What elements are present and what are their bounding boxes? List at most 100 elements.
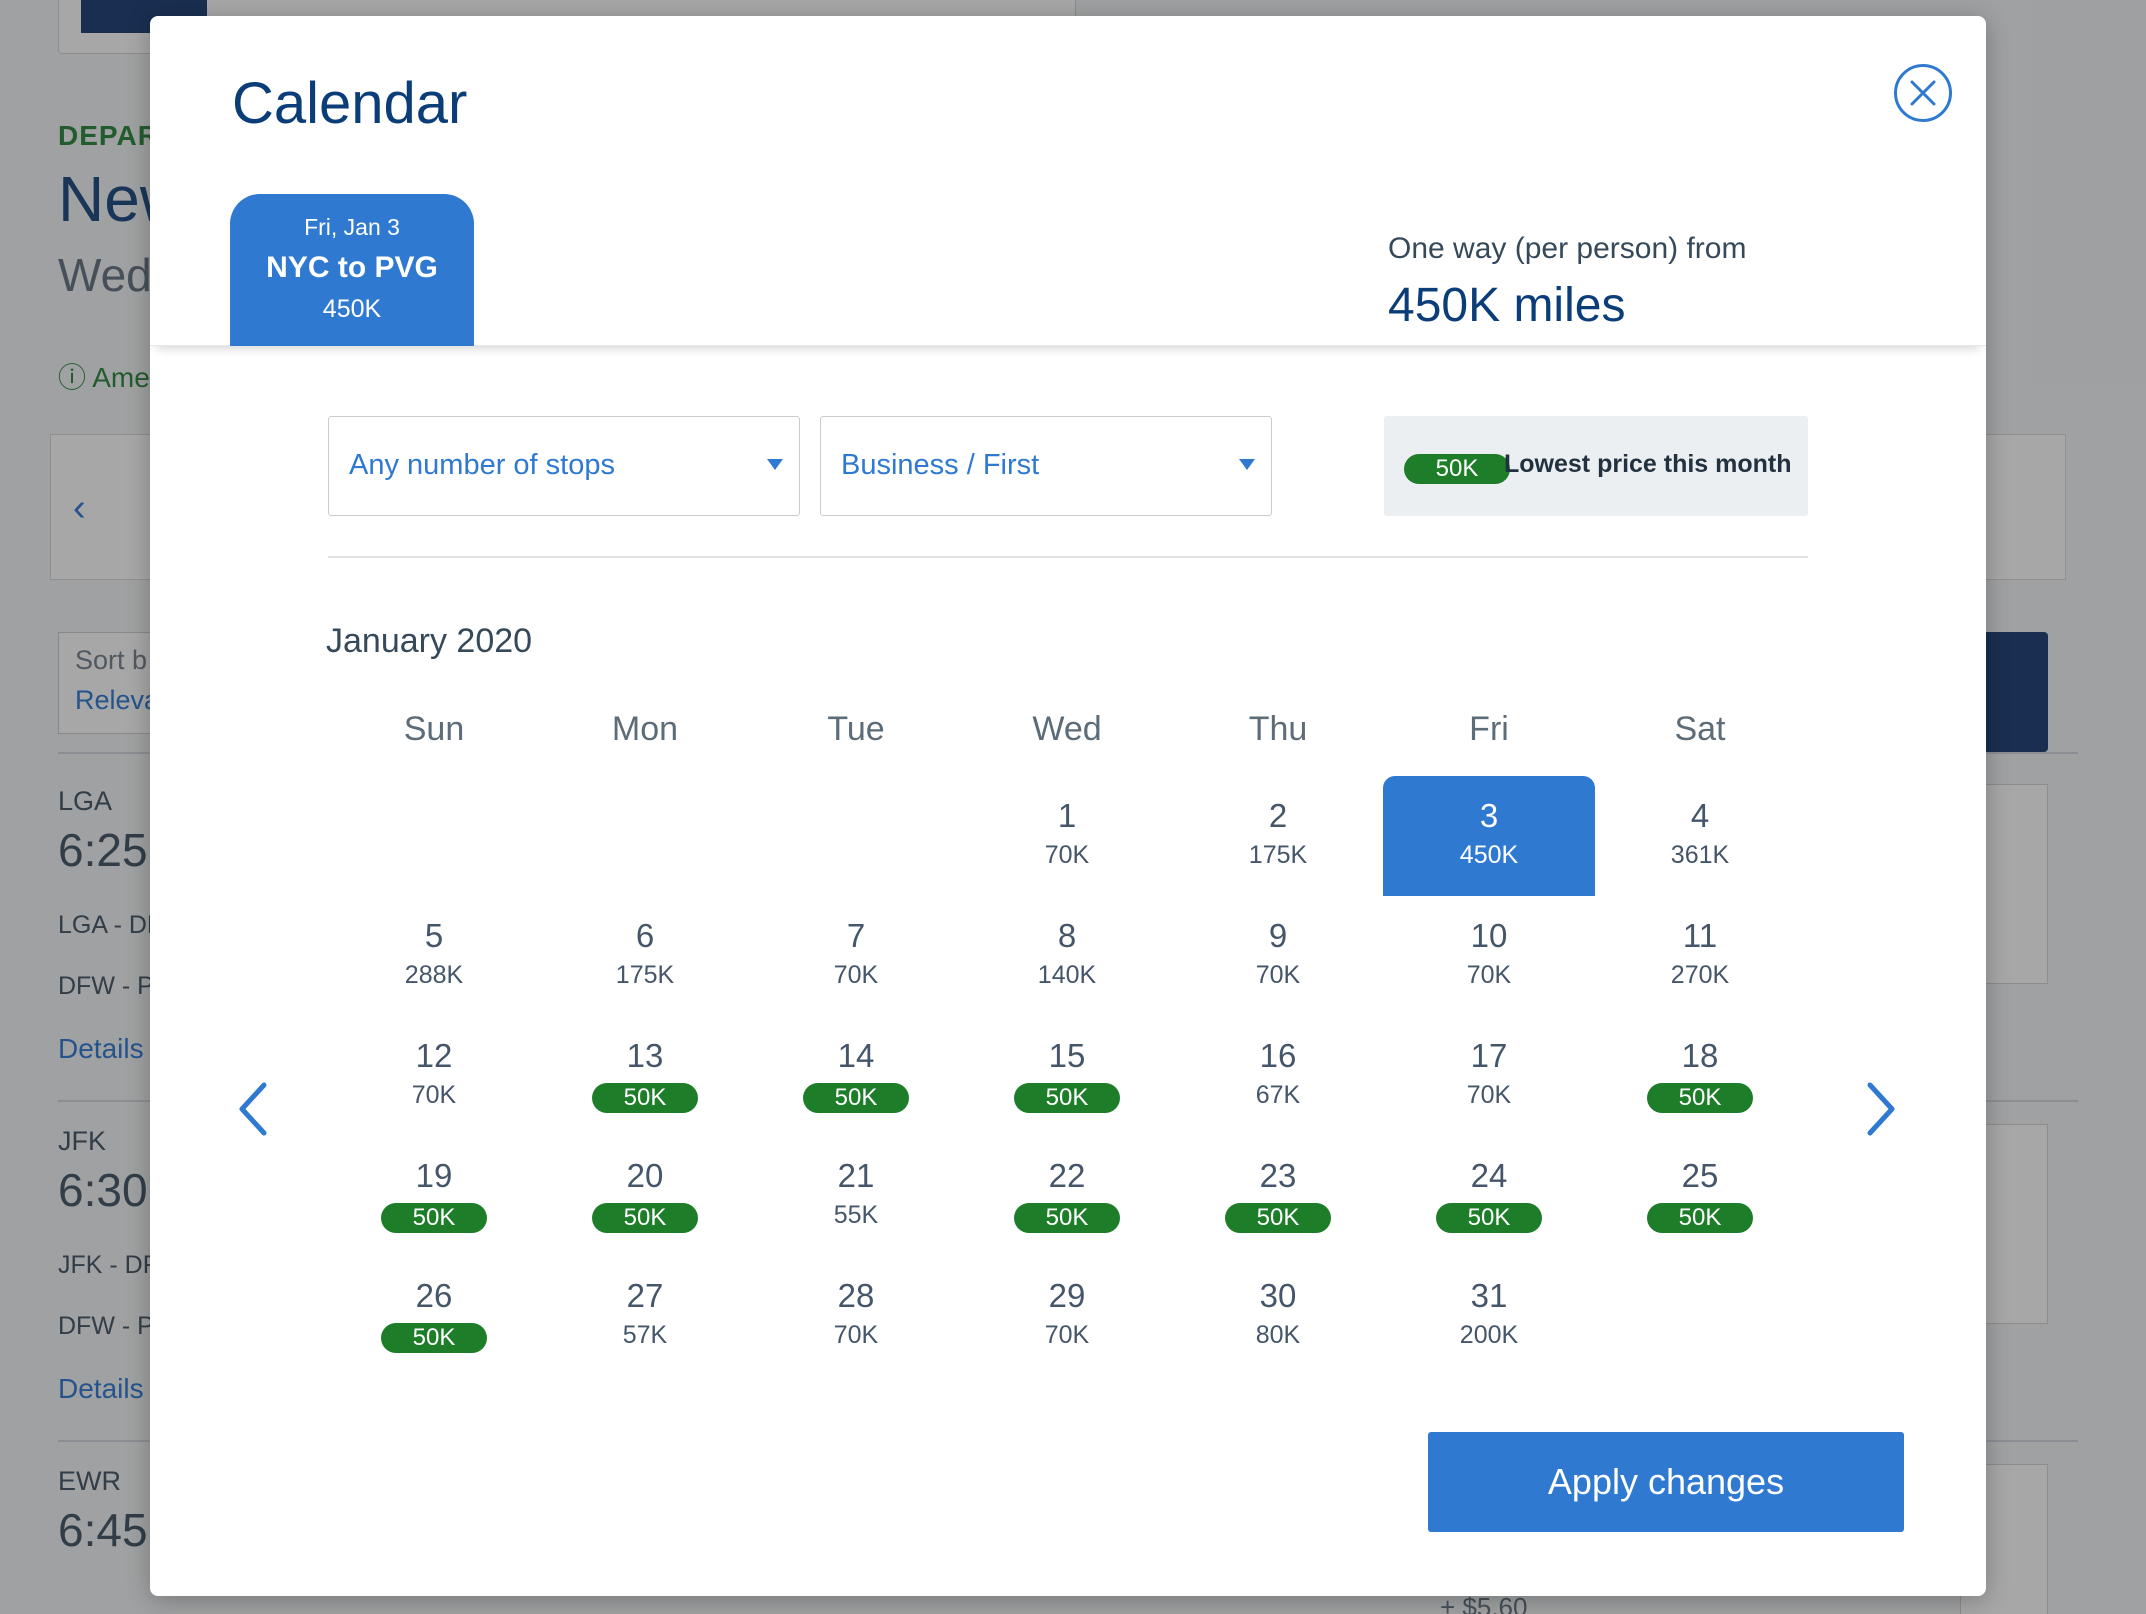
day-price: 361K <box>1670 841 1730 869</box>
day-number: 31 <box>1470 1277 1508 1314</box>
chevron-right-icon <box>1867 1082 1895 1136</box>
lowest-price-badge: 50K <box>1404 454 1510 484</box>
trip-tab-date: Fri, Jan 3 <box>304 214 400 240</box>
lowest-price-badge: 50K <box>592 1083 698 1113</box>
day-number: 28 <box>837 1277 875 1314</box>
caret-down-icon <box>1239 459 1255 470</box>
calendar-day[interactable]: 17 70K <box>1383 1016 1595 1136</box>
day-price: 70K <box>411 1081 457 1109</box>
day-price-container: 50K <box>1172 1200 1384 1233</box>
calendar-day[interactable]: 28 70K <box>750 1256 962 1376</box>
day-price: 67K <box>1255 1081 1301 1109</box>
day-number: 4 <box>1690 797 1710 834</box>
day-price: 70K <box>1466 961 1512 989</box>
day-number: 17 <box>1470 1037 1508 1074</box>
day-price-container: 50K <box>961 1200 1173 1233</box>
month-label: January 2020 <box>326 622 533 660</box>
lowest-price-badge: 50K <box>592 1203 698 1233</box>
day-price-container: 50K <box>539 1200 751 1233</box>
calendar-day[interactable]: 4 361K <box>1594 776 1806 896</box>
background-flight-row: EWR 6:45 <box>58 1466 148 1556</box>
background-depart-label: DEPAR <box>58 120 159 151</box>
day-number: 21 <box>837 1157 875 1194</box>
calendar-day[interactable]: 12 70K <box>328 1016 540 1136</box>
chevron-left-icon <box>239 1082 267 1136</box>
day-price-container: 50K <box>1594 1200 1806 1233</box>
day-number: 1 <box>1057 797 1077 834</box>
day-price-container: 50K <box>750 1080 962 1113</box>
calendar-day[interactable]: 10 70K <box>1383 896 1595 1016</box>
day-price-container: 50K <box>539 1080 751 1113</box>
calendar-day[interactable]: 1 70K <box>961 776 1173 896</box>
calendar-day[interactable]: 6 175K <box>539 896 751 1016</box>
calendar-day[interactable]: 24 50K <box>1383 1136 1595 1256</box>
calendar-day[interactable]: 16 67K <box>1172 1016 1384 1136</box>
background-flight-row: LGA 6:25 LGA - DF DFW - P Details <box>58 786 163 1064</box>
calendar-day[interactable]: 31 200K <box>1383 1256 1595 1376</box>
next-month-button[interactable] <box>1856 1076 1906 1142</box>
trip-tab[interactable]: Fri, Jan 3 NYC to PVG 450K <box>230 194 474 346</box>
close-button[interactable] <box>1894 64 1952 122</box>
calendar-day[interactable]: 20 50K <box>539 1136 751 1256</box>
calendar-day[interactable]: 13 50K <box>539 1016 751 1136</box>
cabin-select-value: Business / First <box>841 449 1040 481</box>
day-number: 7 <box>846 917 866 954</box>
apply-changes-button[interactable]: Apply changes <box>1428 1432 1904 1532</box>
day-number: 22 <box>1048 1157 1086 1194</box>
calendar-day[interactable]: 8 140K <box>961 896 1173 1016</box>
calendar-day[interactable]: 19 50K <box>328 1136 540 1256</box>
lowest-price-badge: 50K <box>1436 1203 1542 1233</box>
day-number: 16 <box>1259 1037 1297 1074</box>
calendar-day[interactable]: 26 50K <box>328 1256 540 1376</box>
calendar-day[interactable]: 14 50K <box>750 1016 962 1136</box>
calendar-day[interactable]: 25 50K <box>1594 1136 1806 1256</box>
weekday-header: Fri <box>1469 710 1509 748</box>
day-price-container: 50K <box>961 1080 1173 1113</box>
day-number: 2 <box>1268 797 1288 834</box>
cabin-select[interactable]: Business / First <box>820 416 1272 516</box>
background-filter-button <box>1980 632 2048 752</box>
calendar-day[interactable]: 9 70K <box>1172 896 1384 1016</box>
stops-select[interactable]: Any number of stops <box>328 416 800 516</box>
stops-select-value: Any number of stops <box>349 449 615 481</box>
calendar-day[interactable]: 21 55K <box>750 1136 962 1256</box>
lowest-price-badge: 50K <box>1225 1203 1331 1233</box>
day-price: 57K <box>622 1321 668 1349</box>
day-number: 19 <box>415 1157 453 1194</box>
weekday-header: Sun <box>403 710 465 748</box>
day-number: 8 <box>1057 917 1077 954</box>
day-price: 175K <box>615 961 675 989</box>
calendar-day[interactable]: 23 50K <box>1172 1136 1384 1256</box>
day-price: 175K <box>1248 841 1308 869</box>
calendar-day[interactable]: 5 288K <box>328 896 540 1016</box>
trip-tab-route: NYC to PVG <box>266 251 438 284</box>
calendar-day[interactable]: 22 50K <box>961 1136 1173 1256</box>
day-price: 450K <box>1459 841 1519 869</box>
day-price-container: 50K <box>1594 1080 1806 1113</box>
background-notice: ⓘ Ame <box>58 362 150 393</box>
modal-title: Calendar <box>232 71 468 136</box>
calendar-day[interactable]: 7 70K <box>750 896 962 1016</box>
day-number: 5 <box>424 917 444 954</box>
calendar-day[interactable]: 11 270K <box>1594 896 1806 1016</box>
day-number: 9 <box>1268 917 1288 954</box>
close-icon <box>1910 80 1936 106</box>
calendar-day[interactable]: 18 50K <box>1594 1016 1806 1136</box>
lowest-price-badge: 50K <box>381 1323 487 1353</box>
day-number: 29 <box>1048 1277 1086 1314</box>
day-price: 200K <box>1459 1321 1519 1349</box>
day-number: 6 <box>635 917 655 954</box>
day-price: 70K <box>1466 1081 1512 1109</box>
day-number: 12 <box>415 1037 453 1074</box>
calendar-day[interactable]: 30 80K <box>1172 1256 1384 1376</box>
calendar-day-selected[interactable]: 3 450K <box>1383 776 1595 896</box>
day-price: 70K <box>833 1321 879 1349</box>
calendar-day[interactable]: 27 57K <box>539 1256 751 1376</box>
previous-month-button[interactable] <box>228 1076 278 1142</box>
calendar-day[interactable]: 29 70K <box>961 1256 1173 1376</box>
calendar-day[interactable]: 15 50K <box>961 1016 1173 1136</box>
lowest-price-legend: 50K Lowest price this month <box>1384 416 1808 516</box>
day-number: 20 <box>626 1157 664 1194</box>
day-number: 11 <box>1682 917 1718 954</box>
calendar-day[interactable]: 2 175K <box>1172 776 1384 896</box>
